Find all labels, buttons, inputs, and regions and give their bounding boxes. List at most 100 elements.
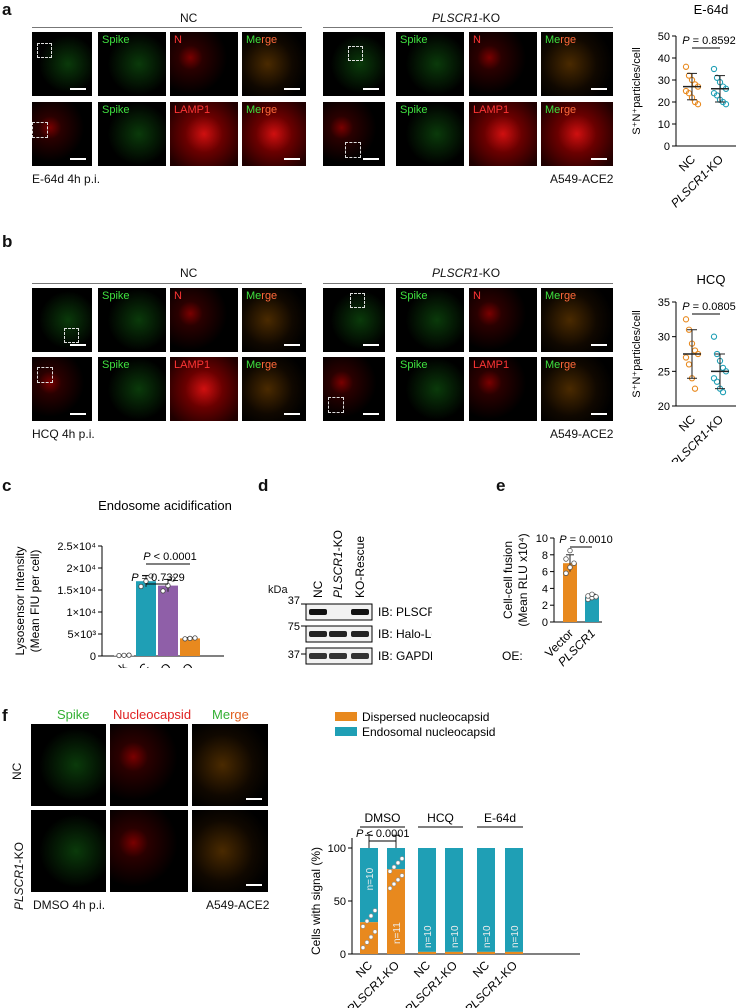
- micrograph-overview: [32, 357, 92, 421]
- micrograph-merge: Merge: [242, 357, 306, 421]
- y-tick-label: 1×10⁴: [66, 607, 96, 619]
- bar-chart-c: Endosome acidification 0 5×10³ 1×10⁴ 1.5×10⁴…: [13, 498, 232, 668]
- blot-label: IB: Halo-LgBiT: [378, 627, 432, 641]
- bar: [180, 638, 200, 656]
- data-point: [368, 934, 374, 940]
- bar-segment-endosomal: [505, 848, 523, 952]
- mw-marker: 37: [288, 649, 300, 661]
- micrograph-merge: Merge: [541, 357, 613, 421]
- data-point: [360, 924, 366, 929]
- data-point: [682, 316, 690, 323]
- x-tick-label: PLSCR1-KO: [116, 660, 174, 668]
- data-point: [719, 388, 727, 396]
- x-tick-label: NC: [676, 152, 698, 174]
- y-tick-label: 6: [542, 567, 548, 579]
- blot-band: [329, 653, 347, 659]
- data-point: [126, 652, 132, 658]
- bar-segment-dispersed: [505, 951, 523, 954]
- legend-label: Endosomal nucleocapsid: [362, 725, 495, 739]
- micrograph-n: N: [469, 32, 537, 96]
- group-line-ko: [323, 283, 613, 284]
- micrograph-n: N: [170, 288, 238, 352]
- micrograph-overview: [323, 32, 385, 96]
- data-point: [589, 591, 595, 597]
- y-tick-label: 0: [664, 141, 670, 153]
- p-value-label: P < 0.0001: [143, 551, 197, 563]
- data-point: [710, 65, 718, 73]
- data-point: [368, 913, 374, 919]
- cell-line-label: A549-ACE2: [550, 427, 614, 441]
- micrograph-overview: [323, 102, 385, 166]
- n-label: n=10: [365, 867, 376, 890]
- x-tick-label: PLSCR1-KO: [402, 958, 460, 1008]
- group-label-nc: NC: [180, 266, 198, 280]
- panel-label-f: f: [2, 706, 8, 725]
- x-tick-label: PLSCR1-KO: [462, 958, 520, 1008]
- channel-label-merge: Merge: [212, 707, 249, 722]
- micrograph-n: N: [469, 288, 537, 352]
- micrograph-spike: Spike: [396, 32, 464, 96]
- data-point: [148, 573, 154, 579]
- blot-band: [309, 609, 327, 615]
- micrograph-merge: Merge: [541, 102, 613, 166]
- group-label-nc: NC: [180, 11, 198, 25]
- x-tick-label: PLSCR1-KO: [344, 958, 402, 1008]
- panel-label-d: d: [258, 476, 269, 495]
- data-point: [567, 564, 573, 571]
- y-tick-label: 4: [542, 583, 548, 595]
- y-tick-label: 8: [542, 550, 548, 562]
- western-blot: NC PLSCR1-KO KO-Rescue 37 IB: PLSCR1 75 IB: Ha…: [288, 530, 432, 665]
- x-tick-label: PLSCR1-KO: [668, 412, 726, 462]
- micrograph-overview: [32, 32, 92, 96]
- y-axis-label: Cells with signal (%): [309, 847, 323, 955]
- n-label: n=10: [423, 925, 434, 948]
- n-label: n=10: [450, 925, 461, 948]
- micrograph-lamp1: LAMP1: [170, 357, 238, 421]
- group-label: E-64d: [484, 811, 516, 825]
- data-point: [143, 578, 149, 584]
- channel-label-nucleocapsid: Nucleocapsid: [113, 707, 192, 722]
- data-point: [593, 594, 599, 600]
- y-tick-label: 100: [328, 843, 346, 855]
- data-point: [563, 570, 569, 576]
- blot-strip: [305, 603, 373, 621]
- y-tick-label: 5×10³: [68, 629, 97, 641]
- legend-swatch: [335, 727, 357, 736]
- y-tick-label: 1.5×10⁴: [57, 585, 96, 597]
- micrograph-merge: [192, 810, 268, 892]
- group-label-ko: PLSCR1-KO: [432, 266, 501, 280]
- y-axis-label: S⁺N⁺particles/cell: [631, 47, 643, 134]
- y-tick-label: 35: [658, 297, 670, 309]
- y-tick-label: 0: [542, 617, 548, 629]
- x-tick-label: NC: [411, 958, 433, 980]
- data-point: [116, 652, 122, 659]
- y-axis-label: (Mean RLU x10⁴): [516, 533, 530, 626]
- data-point: [387, 885, 393, 891]
- legend-swatch: [335, 712, 357, 721]
- y-axis-label: Cell-cell fusion: [501, 541, 515, 619]
- n-label: n=10: [482, 925, 493, 948]
- mw-marker: 37: [288, 595, 300, 607]
- data-point: [691, 385, 699, 392]
- y-axis-label: Lysosensor Intensity: [13, 547, 27, 656]
- data-point: [713, 378, 721, 385]
- row-label-nc: NC: [10, 762, 24, 780]
- data-point: [685, 361, 693, 368]
- chart-title: E-64d: [694, 2, 729, 17]
- micrograph-merge: Merge: [242, 288, 306, 352]
- data-point: [710, 375, 718, 382]
- bar-segment-endosomal: [418, 848, 436, 952]
- micrograph-spike: Spike: [98, 32, 166, 96]
- lane-label: KO-Rescue: [353, 536, 367, 598]
- bar-segment-dispersed: [418, 951, 436, 954]
- lane-label: NC: [311, 580, 325, 598]
- legend-label: Dispersed nucleocapsid: [362, 710, 489, 724]
- x-tick-label: NC: [353, 958, 375, 980]
- data-point: [682, 354, 690, 361]
- group-label-ko: PLSCR1-KO: [432, 11, 501, 25]
- micrograph-spike: Spike: [98, 357, 166, 421]
- micrograph-lamp1: LAMP1: [469, 357, 537, 421]
- cell-line-label: A549-ACE2: [206, 898, 270, 912]
- group-label: HCQ: [427, 811, 454, 825]
- group-label: DMSO: [365, 811, 401, 825]
